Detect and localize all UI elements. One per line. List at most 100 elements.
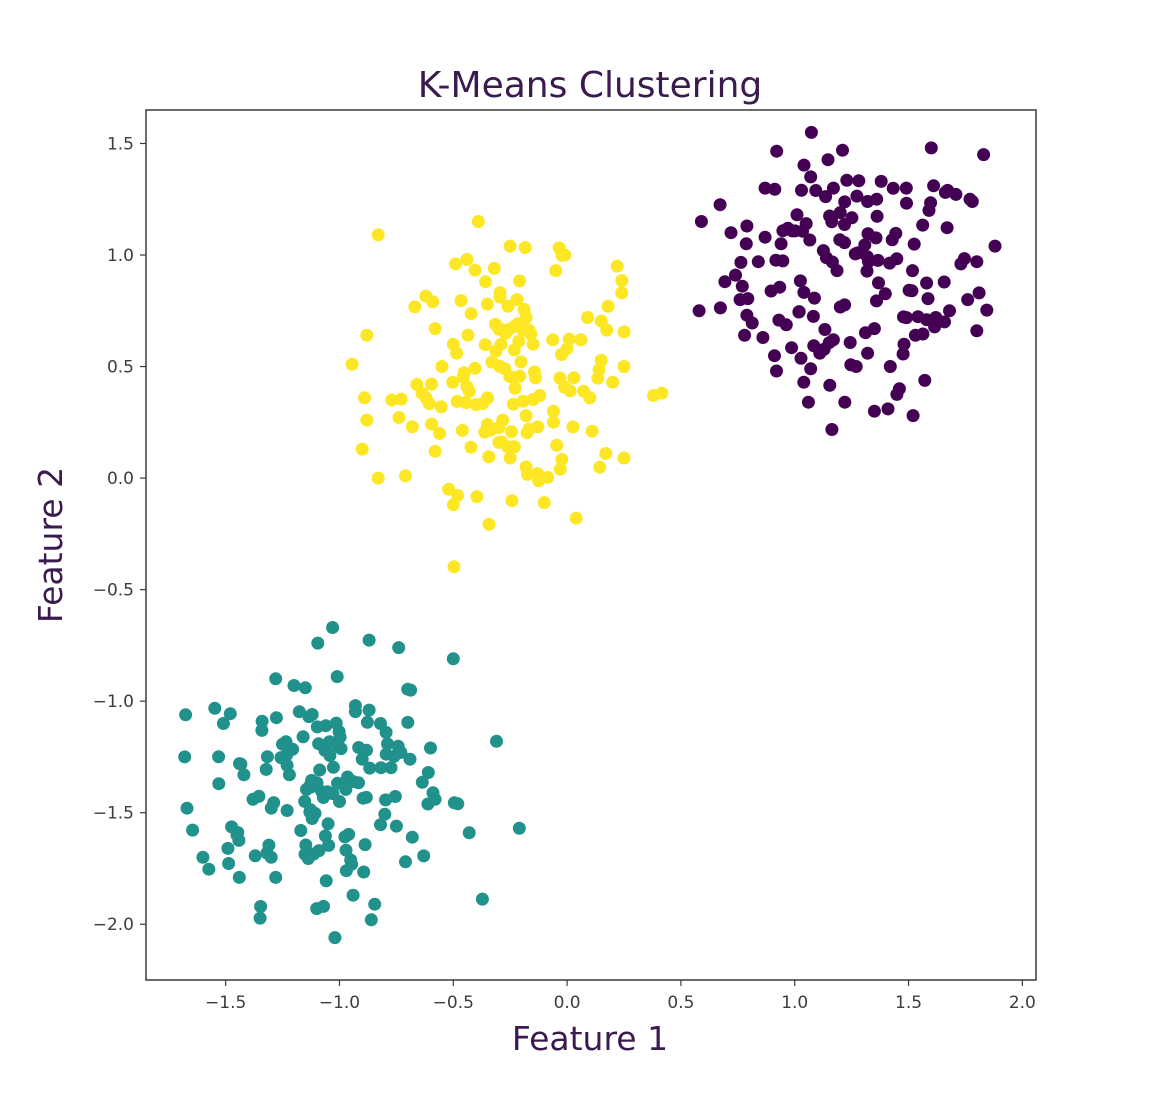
point-cluster-1-54 xyxy=(379,725,393,739)
point-cluster-0-10 xyxy=(758,230,772,244)
point-cluster-0-104 xyxy=(890,387,904,401)
x-tick-label: 2.0 xyxy=(1009,993,1036,1013)
point-cluster-1-156 xyxy=(305,773,319,787)
point-cluster-1-102 xyxy=(255,723,269,737)
point-cluster-2-92 xyxy=(550,438,564,452)
point-cluster-2-5 xyxy=(371,471,385,485)
point-cluster-2-88 xyxy=(434,400,448,414)
point-cluster-0-133 xyxy=(838,195,852,209)
point-cluster-1-44 xyxy=(294,824,308,837)
point-cluster-2-87 xyxy=(615,274,629,287)
point-cluster-2-132 xyxy=(481,391,495,405)
point-cluster-0-102 xyxy=(745,316,759,330)
point-cluster-1-84 xyxy=(358,838,372,852)
point-cluster-1-25 xyxy=(403,752,417,766)
point-cluster-0-47 xyxy=(801,395,815,409)
point-cluster-1-139 xyxy=(253,911,267,925)
series-cluster-1 xyxy=(178,621,526,945)
point-cluster-1-3 xyxy=(212,777,226,791)
point-cluster-0-137 xyxy=(838,236,851,250)
point-cluster-2-107 xyxy=(394,392,408,406)
point-cluster-2-106 xyxy=(526,393,540,406)
point-cluster-2-34 xyxy=(615,286,629,300)
point-cluster-0-31 xyxy=(988,239,1002,253)
point-cluster-2-30 xyxy=(574,333,588,347)
point-cluster-1-85 xyxy=(342,827,356,841)
point-cluster-0-24 xyxy=(899,181,913,195)
point-cluster-2-56 xyxy=(526,337,540,351)
y-tick-label: 0.0 xyxy=(107,469,134,489)
point-cluster-2-152 xyxy=(415,386,429,400)
point-cluster-1-86 xyxy=(292,705,306,719)
x-tick-label: −1.0 xyxy=(319,993,360,1013)
point-cluster-0-26 xyxy=(927,179,941,193)
point-cluster-1-4 xyxy=(216,717,230,730)
point-cluster-2-97 xyxy=(504,425,518,439)
point-cluster-1-147 xyxy=(308,806,322,820)
point-cluster-1-115 xyxy=(313,763,327,777)
point-cluster-2-156 xyxy=(521,467,534,481)
point-cluster-0-30 xyxy=(977,148,991,162)
point-cluster-1-140 xyxy=(352,741,366,754)
point-cluster-0-135 xyxy=(980,303,994,317)
point-cluster-1-151 xyxy=(387,749,401,763)
point-cluster-0-71 xyxy=(916,218,930,232)
point-cluster-2-67 xyxy=(547,415,560,429)
point-cluster-0-117 xyxy=(900,196,913,210)
point-cluster-0-4 xyxy=(729,268,742,282)
point-cluster-2-43 xyxy=(537,496,551,510)
point-cluster-1-158 xyxy=(259,762,273,776)
y-tick-label: 1.0 xyxy=(107,246,134,266)
y-tick-label: 1.5 xyxy=(107,134,134,154)
point-cluster-2-93 xyxy=(470,490,484,504)
point-cluster-2-127 xyxy=(478,425,492,439)
point-cluster-2-39 xyxy=(599,447,613,460)
point-cluster-2-86 xyxy=(464,440,478,454)
point-cluster-2-126 xyxy=(462,384,476,398)
point-cluster-2-142 xyxy=(493,290,507,304)
point-cluster-2-35 xyxy=(617,360,631,373)
point-cluster-1-113 xyxy=(248,849,262,863)
point-cluster-0-113 xyxy=(890,252,904,266)
point-cluster-1-38 xyxy=(346,888,360,902)
point-cluster-2-42 xyxy=(553,462,567,476)
point-cluster-1-8 xyxy=(237,768,251,782)
point-cluster-0-142 xyxy=(906,264,919,278)
point-cluster-2-159 xyxy=(532,474,546,488)
point-cluster-2-82 xyxy=(531,420,545,434)
point-cluster-2-13 xyxy=(435,360,449,373)
point-cluster-1-31 xyxy=(462,826,476,840)
point-cluster-0-69 xyxy=(843,336,857,349)
point-cluster-0-35 xyxy=(972,286,986,300)
point-cluster-2-143 xyxy=(454,294,468,308)
point-cluster-2-15 xyxy=(433,427,447,440)
point-cluster-0-79 xyxy=(872,276,885,290)
point-cluster-1-23 xyxy=(392,641,406,655)
point-cluster-2-38 xyxy=(617,451,631,465)
point-cluster-0-15 xyxy=(790,208,804,222)
point-cluster-1-90 xyxy=(252,789,266,803)
point-cluster-0-80 xyxy=(739,237,753,251)
point-cluster-2-22 xyxy=(480,297,494,311)
point-cluster-2-68 xyxy=(617,325,631,339)
point-cluster-0-123 xyxy=(776,224,790,238)
point-cluster-0-156 xyxy=(860,250,874,264)
point-cluster-1-26 xyxy=(424,741,437,755)
point-cluster-1-45 xyxy=(280,804,294,817)
point-cluster-0-83 xyxy=(907,237,921,251)
point-cluster-1-74 xyxy=(381,737,394,751)
point-cluster-2-41 xyxy=(569,511,583,525)
point-cluster-2-118 xyxy=(446,375,460,389)
point-cluster-0-126 xyxy=(806,309,820,323)
point-cluster-0-48 xyxy=(797,375,811,389)
point-cluster-0-159 xyxy=(772,313,786,327)
point-cluster-2-113 xyxy=(419,289,433,303)
chart-title: K-Means Clustering xyxy=(418,65,763,106)
point-cluster-0-116 xyxy=(889,226,903,240)
point-cluster-0-98 xyxy=(735,279,749,293)
point-cluster-2-144 xyxy=(495,435,509,449)
point-cluster-2-54 xyxy=(546,404,560,418)
point-cluster-0-36 xyxy=(970,324,984,338)
point-cluster-1-61 xyxy=(223,707,237,721)
point-cluster-1-37 xyxy=(364,913,378,927)
